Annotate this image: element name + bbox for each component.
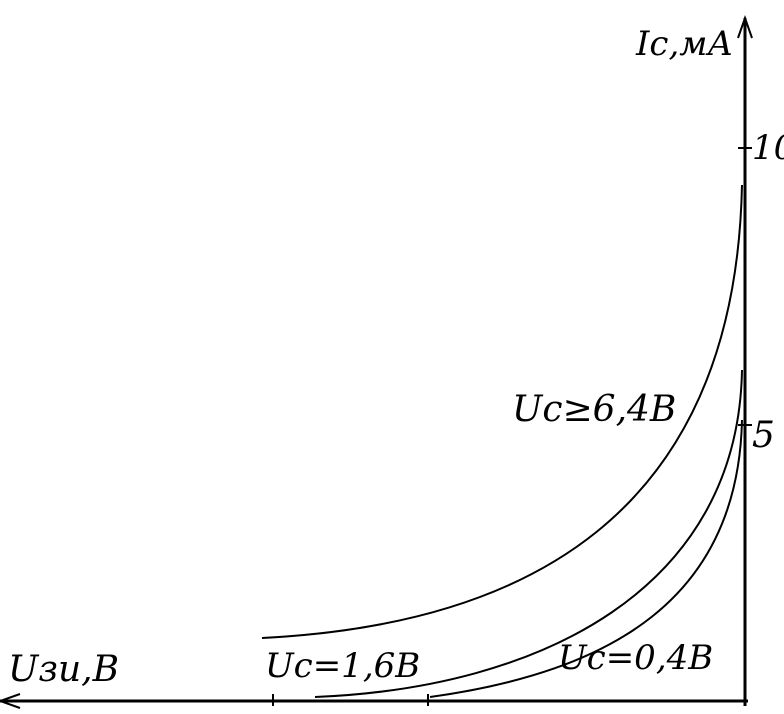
- y-arrow: [737, 14, 753, 39]
- y-tick-label: 5: [752, 415, 775, 456]
- curve-label: Uс=0,4В: [558, 638, 713, 678]
- x-axis-label: Uзи,В: [8, 649, 119, 690]
- y-tick-label: 10: [752, 128, 784, 168]
- y-axis-label: Iс,мА: [635, 24, 733, 64]
- curve: [261, 184, 743, 639]
- curve: [429, 419, 743, 698]
- curve-label: Uс≥6,4В: [512, 389, 676, 430]
- curve-label: Uс=1,6В: [265, 646, 420, 686]
- curve: [314, 369, 743, 698]
- x-arrow: [0, 693, 21, 709]
